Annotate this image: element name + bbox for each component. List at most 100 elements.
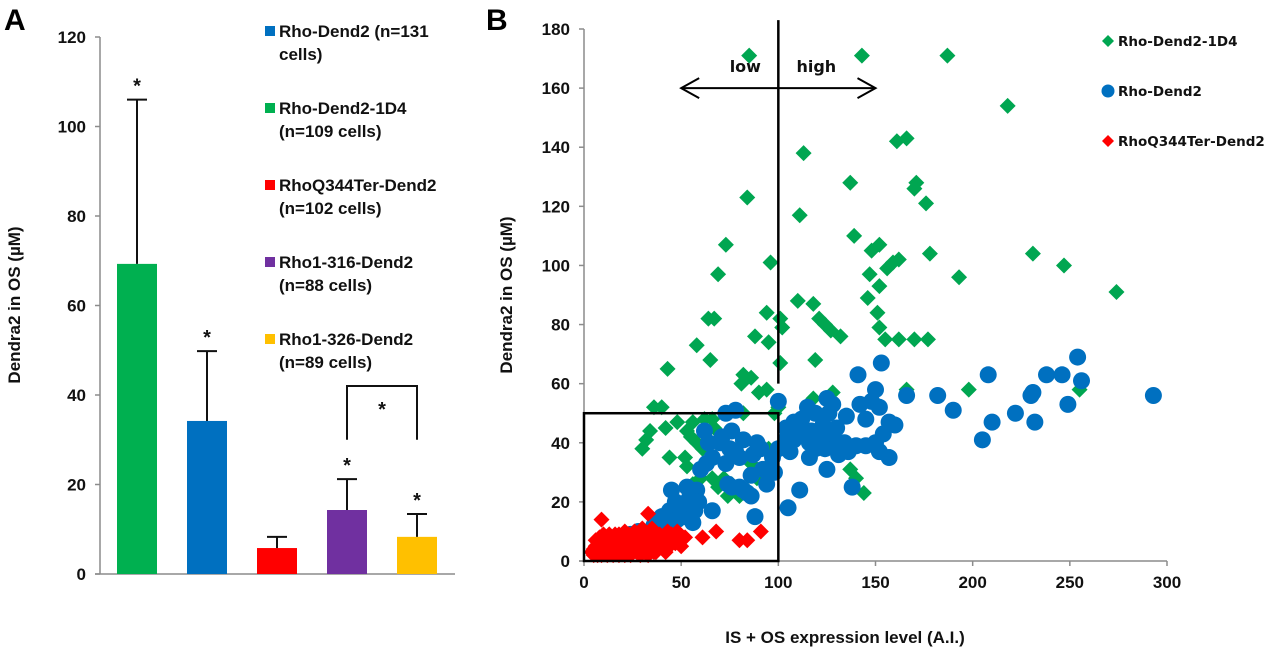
y-tick-label: 100 — [542, 256, 570, 275]
data-point — [1108, 284, 1125, 301]
data-point — [711, 434, 729, 452]
data-point — [886, 416, 904, 434]
data-point — [951, 269, 968, 286]
legend-label: Rho-Dend2 (n=131 — [279, 22, 429, 41]
y-tick-label: 60 — [551, 375, 570, 394]
data-point — [688, 337, 705, 354]
arrow-right-icon — [857, 77, 878, 99]
legend-marker — [1102, 135, 1114, 147]
data-point — [746, 508, 764, 526]
data-point — [605, 547, 622, 564]
data-point — [742, 466, 760, 484]
legend-label-line2: (n=102 cells) — [279, 199, 382, 218]
data-point — [690, 493, 708, 511]
y-tick-label: 100 — [58, 118, 86, 137]
data-point — [747, 328, 764, 345]
legend-label-line2: (n=88 cells) — [279, 276, 372, 295]
data-point — [779, 499, 797, 517]
data-point — [898, 130, 915, 147]
x-tick-label: 150 — [861, 573, 889, 592]
panel-b-scatter-chart: B Dendra2 in OS (µM) IS + OS expression … — [486, 4, 1265, 647]
data-point — [723, 422, 741, 440]
data-point — [1006, 404, 1024, 422]
data-point — [634, 440, 651, 457]
data-point — [699, 434, 717, 452]
legend-item: Rho-Dend2 (n=131 cells) — [265, 22, 429, 64]
legend-item: RhoQ344Ter-Dend2 (n=102 cells) — [265, 176, 436, 218]
data-point — [734, 431, 752, 449]
series-rhoq344ter-dend2 — [583, 505, 769, 564]
data-point — [816, 440, 834, 458]
panel-a-y-ticks: 0 20 40 60 80 100 120 — [58, 28, 100, 584]
data-point — [710, 266, 727, 283]
legend-item: Rho-Dend2 — [1101, 84, 1202, 100]
data-point — [636, 544, 653, 561]
data-point — [871, 236, 888, 253]
legend-item: Rho-Dend2-1D4 (n=109 cells) — [265, 99, 407, 141]
data-point — [800, 449, 818, 467]
data-point — [791, 207, 808, 224]
data-point — [717, 454, 735, 472]
data-point — [789, 422, 807, 440]
legend-label: Rho1-326-Dend2 — [279, 330, 413, 349]
data-point — [842, 461, 859, 478]
x-tick-label: 50 — [672, 573, 691, 592]
y-tick-label: 180 — [542, 20, 570, 39]
data-point — [918, 195, 935, 212]
data-point — [846, 227, 863, 244]
data-point — [659, 523, 676, 540]
data-point — [645, 544, 662, 561]
data-point — [591, 538, 608, 555]
legend-swatch — [265, 257, 275, 267]
data-point — [857, 410, 875, 428]
bar-rhoq344ter-dend2 — [257, 548, 297, 574]
bracket-star: * — [378, 399, 386, 421]
significance-bracket — [346, 385, 418, 440]
data-point — [906, 180, 923, 197]
data-point — [979, 366, 997, 384]
legend-label: Rho1-316-Dend2 — [279, 253, 413, 272]
legend-label-line2: (n=109 cells) — [279, 122, 382, 141]
data-point — [733, 375, 750, 392]
y-tick-label: 160 — [542, 79, 570, 98]
legend-marker — [1101, 84, 1115, 98]
data-point — [983, 413, 1001, 431]
data-point — [960, 381, 977, 398]
data-point — [769, 392, 787, 410]
data-point — [752, 523, 769, 540]
data-point — [703, 449, 721, 467]
data-point — [657, 420, 674, 436]
data-point — [657, 544, 674, 561]
x-tick-label: 0 — [579, 573, 588, 592]
legend-label: Rho-Dend2-1D4 — [1118, 34, 1238, 50]
data-point — [898, 386, 916, 404]
legend-swatch — [265, 180, 275, 190]
y-tick-label: 0 — [561, 552, 570, 571]
data-point — [653, 399, 670, 416]
data-point — [869, 304, 886, 321]
y-tick-label: 0 — [77, 565, 86, 584]
bar-rho1-326-dend2 — [397, 536, 437, 574]
data-point — [921, 245, 938, 262]
panel-b-y-axis-title: Dendra2 in OS (µM) — [497, 216, 516, 373]
y-tick-label: 120 — [542, 197, 570, 216]
low-expression-box — [582, 411, 780, 563]
y-tick-label: 140 — [542, 138, 570, 157]
data-point — [944, 401, 962, 419]
y-tick-label: 80 — [67, 207, 86, 226]
legend-label: RhoQ344Ter-Dend2 — [1118, 134, 1265, 150]
data-point — [842, 174, 859, 191]
data-point — [764, 449, 782, 467]
legend-label: RhoQ344Ter-Dend2 — [279, 176, 436, 195]
data-point — [1053, 366, 1071, 384]
x-tick-label: 250 — [1056, 573, 1084, 592]
data-point — [798, 398, 816, 416]
y-tick-label: 40 — [551, 434, 570, 453]
data-point — [939, 47, 956, 64]
data-point — [739, 189, 756, 206]
data-point — [758, 381, 775, 398]
data-point — [706, 310, 723, 327]
panel-b-ticks: 0 20 40 60 80 100 120 140 160 180 0 50 100 150 200 250 3… — [542, 20, 1182, 592]
